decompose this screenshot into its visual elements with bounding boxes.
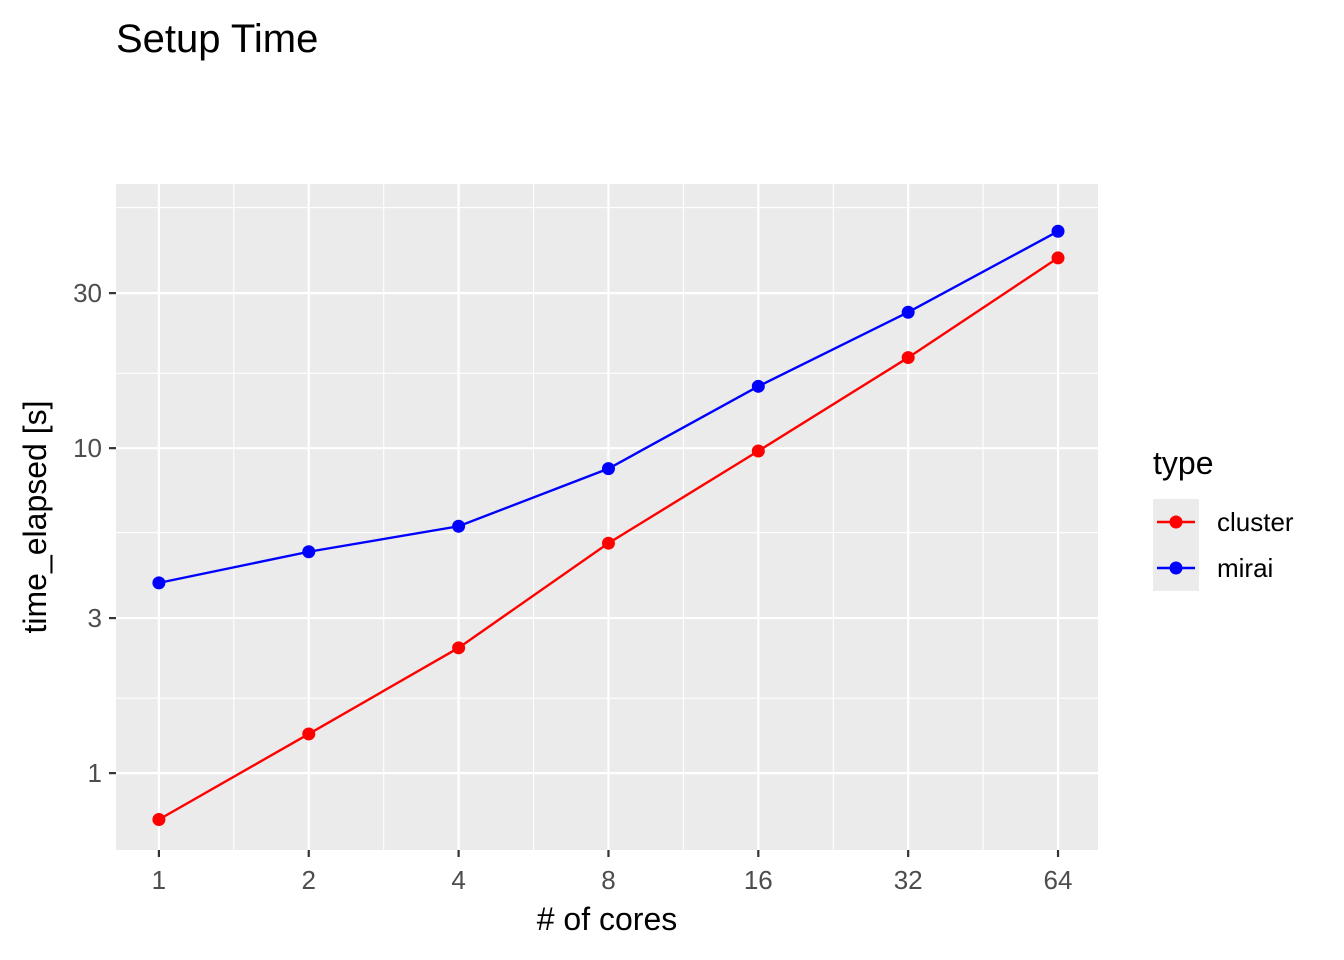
data-point-cluster xyxy=(901,351,915,365)
x-tick-label: 4 xyxy=(451,865,465,895)
legend-item-mirai: mirai xyxy=(1153,545,1273,591)
legend-key-point xyxy=(1169,515,1183,529)
legend-key-point xyxy=(1169,561,1183,575)
data-point-mirai xyxy=(1051,224,1065,238)
x-tick-label: 1 xyxy=(152,865,166,895)
data-point-cluster xyxy=(152,812,166,826)
chart-title: Setup Time xyxy=(116,17,318,61)
legend-title: type xyxy=(1153,445,1213,481)
data-point-cluster xyxy=(751,444,765,458)
y-tick-label: 3 xyxy=(88,603,102,633)
legend-label: mirai xyxy=(1217,553,1273,583)
series-cluster xyxy=(152,251,1065,826)
x-axis: 1 2 4 8 16 32 64 xyxy=(152,850,1073,895)
data-point-mirai xyxy=(302,545,316,559)
x-tick-label: 8 xyxy=(601,865,615,895)
data-point-mirai xyxy=(452,519,466,533)
legend-item-cluster: cluster xyxy=(1153,499,1294,545)
legend: type cluster mirai xyxy=(1153,445,1294,591)
minor-gridlines xyxy=(116,184,1098,850)
y-tick-label: 1 xyxy=(88,758,102,788)
series-layer xyxy=(152,224,1065,826)
data-point-mirai xyxy=(152,576,166,590)
data-point-cluster xyxy=(1051,251,1065,265)
data-point-cluster xyxy=(601,536,615,550)
x-tick-label: 64 xyxy=(1044,865,1073,895)
data-point-mirai xyxy=(601,462,615,476)
x-tick-label: 16 xyxy=(744,865,773,895)
x-axis-title: # of cores xyxy=(537,901,678,937)
legend-label: cluster xyxy=(1217,507,1294,537)
x-tick-label: 2 xyxy=(302,865,316,895)
legend-items: cluster mirai xyxy=(1153,499,1294,591)
x-tick-label: 32 xyxy=(894,865,923,895)
data-point-mirai xyxy=(751,379,765,393)
data-point-cluster xyxy=(452,641,466,655)
y-tick-label: 10 xyxy=(73,433,102,463)
y-axis: 1 3 10 30 xyxy=(73,278,116,788)
y-axis-title: time_elapsed [s] xyxy=(17,400,53,633)
series-mirai xyxy=(152,224,1065,590)
major-gridlines xyxy=(116,184,1098,850)
data-point-mirai xyxy=(901,305,915,319)
y-tick-label: 30 xyxy=(73,278,102,308)
plot-panel xyxy=(116,184,1098,850)
data-point-cluster xyxy=(302,727,316,741)
